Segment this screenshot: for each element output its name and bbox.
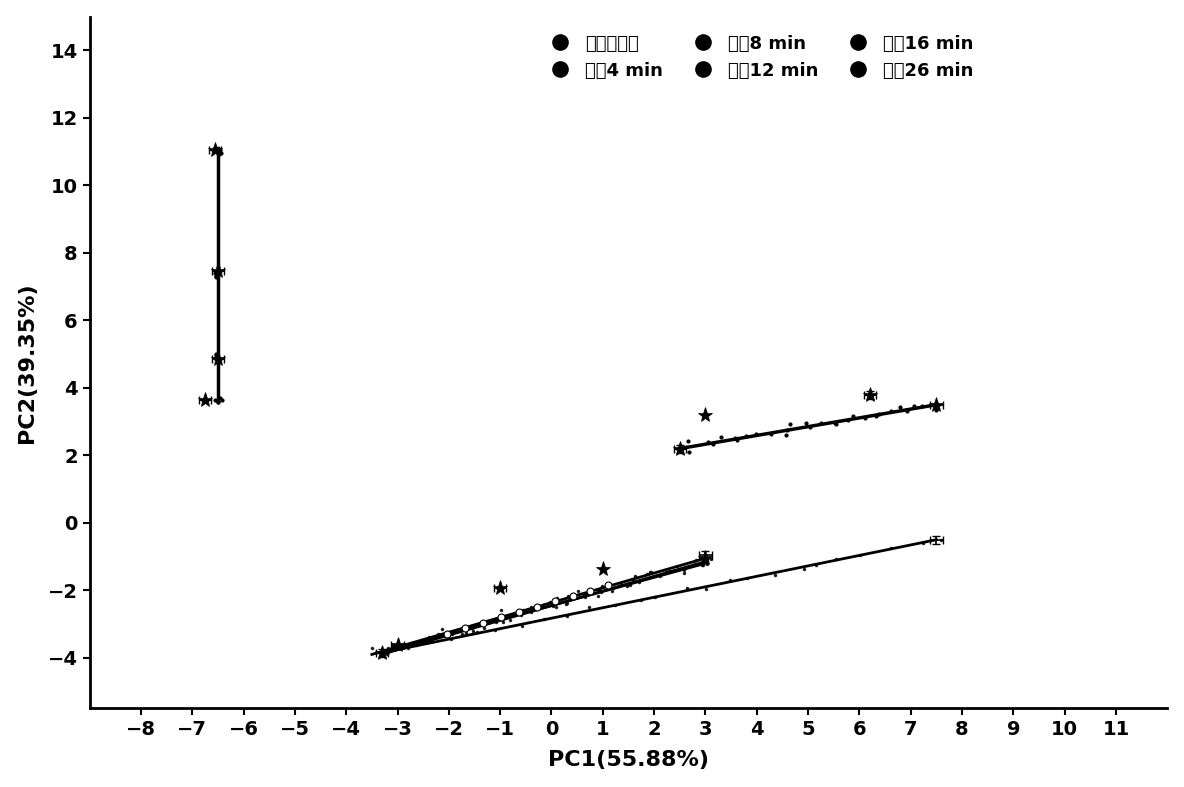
Y-axis label: PC2(39.35%): PC2(39.35%) [17, 283, 37, 443]
X-axis label: PC1(55.88%): PC1(55.88%) [548, 750, 709, 770]
Legend: 新鲜鲳鱼肉, 蔭煮4 min, 蔭煮8 min, 蔭煮12 min, 蔭煮16 min, 蔭煮26 min: 新鲜鲳鱼肉, 蔭煮4 min, 蔭煮8 min, 蔭煮12 min, 蔭煮16 … [533, 26, 983, 89]
